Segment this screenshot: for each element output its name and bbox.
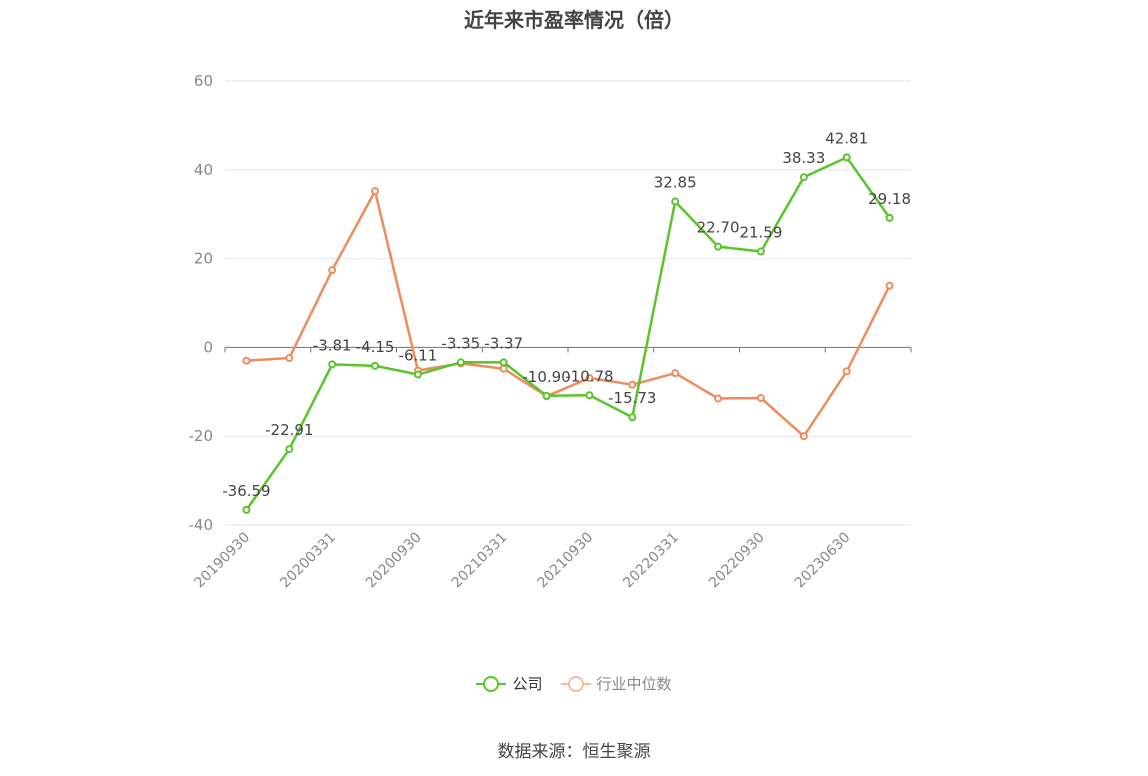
y-tick-label: 0 (203, 338, 213, 356)
industry-median-data-point (628, 380, 637, 389)
industry-median-data-point (714, 394, 723, 403)
company-data-label: -15.73 (608, 389, 656, 407)
company-data-label: -3.37 (484, 334, 523, 352)
industry-median-data-point (885, 281, 894, 290)
company-data-point (242, 505, 251, 514)
company-data-label: 29.18 (868, 190, 911, 208)
x-tick-label: 20220331 (620, 530, 682, 592)
company-data-label: 21.59 (739, 224, 782, 242)
company-data-label: -36.59 (222, 482, 270, 500)
data-source-note: 数据来源：恒生聚源 (497, 742, 651, 762)
company-data-label: -4.15 (356, 338, 395, 356)
legend-line-marker-icon (476, 675, 507, 692)
grid-layer (225, 80, 911, 526)
company-data-point (756, 247, 765, 256)
company-data-point (714, 242, 723, 251)
y-tick-label: 20 (194, 250, 213, 268)
company-data-point (371, 361, 380, 370)
x-tick-label: 20210930 (535, 530, 597, 592)
industry-median-data-point (499, 364, 508, 373)
y-tick-label: -20 (189, 427, 214, 445)
chart-title: 近年来市盈率情况（倍） (464, 8, 684, 32)
company-data-point (799, 173, 808, 182)
legend: 公司 行业中位数 (0, 673, 1148, 694)
industry-median-data-point (585, 374, 594, 383)
company-data-point (285, 445, 294, 454)
company-data-point (885, 213, 894, 222)
legend-item-company[interactable]: 公司 (476, 673, 543, 694)
industry-median-data-point (671, 369, 680, 378)
series-layer (242, 153, 894, 514)
industry-median-data-point (756, 394, 765, 403)
data-label-layer: -36.59 -22.91 -3.81 -4.15 -6.11-3.35 -3.37 -10… (222, 129, 911, 500)
company-data-label: -22.91 (265, 421, 313, 439)
industry-median-data-point (285, 354, 294, 363)
industry-median-data-point (242, 356, 251, 365)
company-data-label: 22.70 (697, 219, 740, 237)
industry-median-series-line (246, 189, 891, 438)
company-data-point (456, 358, 465, 367)
company-data-point (499, 358, 508, 367)
legend-label-industry-median: 行业中位数 (596, 675, 672, 693)
company-data-point (328, 360, 337, 369)
x-tick-label: 20200331 (277, 530, 339, 592)
x-tick-label: 20220930 (706, 530, 768, 592)
legend-line-marker-icon (560, 675, 591, 692)
x-tick-label: 20210331 (449, 530, 511, 592)
company-series-line (245, 156, 891, 511)
x-tick-label: 20190930 (192, 530, 254, 592)
company-data-label: 38.33 (782, 149, 825, 167)
y-tick-label: 60 (194, 72, 213, 90)
legend-label-company: 公司 (512, 675, 543, 693)
company-data-point (542, 391, 551, 400)
company-data-label: -3.35 (441, 334, 480, 352)
company-data-label: -3.81 (313, 336, 352, 354)
industry-median-data-point (842, 367, 851, 376)
company-data-label: -6.11 (399, 347, 438, 365)
x-tick-label: 20230630 (792, 530, 854, 592)
industry-median-data-point (371, 187, 380, 196)
company-data-point (585, 391, 594, 400)
company-data-label: 42.81 (825, 129, 868, 147)
company-data-label: -10.78 (565, 367, 613, 385)
company-data-label: -10.90 (522, 368, 570, 386)
industry-median-data-point (799, 432, 808, 441)
industry-median-data-point (328, 266, 337, 275)
x-tick-label: 20200930 (363, 530, 425, 592)
y-tick-label: -40 (189, 516, 214, 534)
company-data-point (628, 413, 637, 422)
company-data-label: 32.85 (654, 174, 697, 192)
legend-item-industry-median[interactable]: 行业中位数 (560, 673, 672, 694)
company-data-point (413, 370, 422, 379)
company-data-point (671, 197, 680, 206)
company-data-point (842, 153, 851, 162)
y-tick-label: 40 (194, 161, 213, 179)
